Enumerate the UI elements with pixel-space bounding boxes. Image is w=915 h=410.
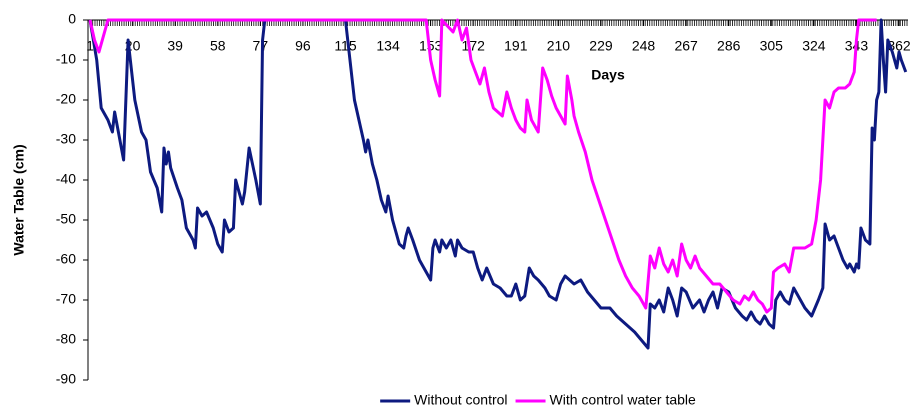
- x-tick-label: 1: [86, 38, 94, 54]
- legend-label: Without control: [414, 392, 507, 408]
- x-tick-label: 267: [674, 38, 698, 54]
- y-tick-label: -90: [56, 371, 76, 387]
- x-axis-minor-ticks: [90, 20, 908, 26]
- x-tick-label: 191: [504, 38, 528, 54]
- x-tick-label: 134: [376, 38, 400, 54]
- x-tick-label: 58: [210, 38, 226, 54]
- x-tick-label: 115: [334, 38, 357, 54]
- y-tick-label: -60: [56, 251, 76, 267]
- x-tick-label: 305: [760, 38, 784, 54]
- x-tick-label: 77: [253, 38, 269, 54]
- x-tick-label: 210: [547, 38, 571, 54]
- x-tick-label: 172: [462, 38, 486, 54]
- y-tick-label: -80: [56, 331, 76, 347]
- data-line: [88, 18, 908, 350]
- x-tick-label: 286: [717, 38, 741, 54]
- y-tick-label: -20: [56, 91, 76, 107]
- y-tick-label: -30: [56, 131, 76, 147]
- y-tick-label: -70: [56, 291, 76, 307]
- data-line: [88, 18, 877, 314]
- x-tick-label: 153: [419, 38, 443, 54]
- x-tick-label: 229: [589, 38, 613, 54]
- x-tick-label: 324: [802, 38, 826, 54]
- y-axis-title: Water Table (cm): [11, 144, 27, 255]
- y-tick-label: -10: [56, 51, 76, 67]
- y-tick-label: -40: [56, 171, 76, 187]
- x-axis-title: Days: [591, 67, 625, 83]
- x-tick-label: 362: [887, 38, 911, 54]
- y-tick-label: -50: [56, 211, 76, 227]
- x-tick-label: 96: [295, 38, 311, 54]
- y-tick-label: 0: [68, 11, 76, 27]
- x-tick-label: 248: [632, 38, 656, 54]
- legend-label: With control water table: [550, 392, 696, 408]
- x-tick-label: 39: [167, 38, 183, 54]
